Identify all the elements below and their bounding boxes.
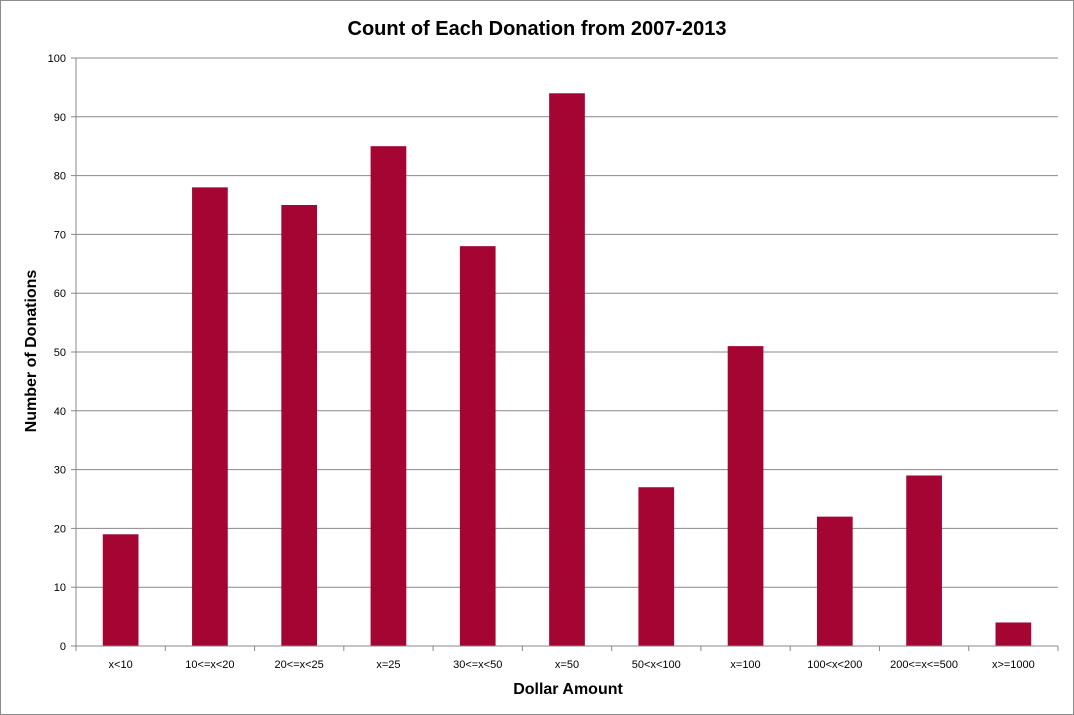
bar [459,246,496,646]
y-tick-label: 30 [54,465,66,477]
y-tick-label: 40 [54,406,66,418]
bar [638,487,675,646]
x-tick-label: 30<=x<50 [453,659,502,671]
x-tick-label: x=25 [376,659,400,671]
bar [816,516,853,646]
chart-title: Count of Each Donation from 2007-2013 [348,18,727,40]
bars [102,93,1032,647]
x-tick-label: 20<=x<25 [275,659,324,671]
x-tick-label: 50<x<100 [632,659,681,671]
bar [995,622,1032,646]
bar [192,187,228,647]
bar [370,146,407,646]
y-tick-label: 100 [48,53,66,65]
x-tick-label: 10<=x<20 [185,659,234,671]
y-tick-label: 60 [54,288,66,300]
x-axis-ticks: x<10 10<=x<20 20<=x<25 x=25 30<=x<50 x=50 50<x… [75,646,1059,671]
bar [727,346,764,646]
x-tick-label: x>=1000 [992,659,1035,671]
bar [549,93,585,646]
x-tick-label: x=50 [555,659,579,671]
y-tick-label: 0 [60,641,66,653]
y-tick-label: 80 [54,171,66,183]
y-tick-label: 10 [54,582,66,594]
y-tick-label: 90 [54,112,66,124]
bar [102,534,139,646]
y-axis-ticks: 0 10 20 30 40 50 60 70 80 90 100 [48,53,76,653]
x-tick-label: x=100 [730,659,760,671]
x-tick-label: 200<=x<=500 [890,659,958,671]
x-tick-label: 100<x<200 [807,659,862,671]
x-tick-label: x<10 [109,659,133,671]
y-tick-label: 20 [54,523,66,535]
y-tick-label: 70 [54,229,66,241]
y-tick-label: 50 [54,347,66,359]
bar [906,475,942,646]
x-axis-title: Dollar Amount [513,681,623,698]
y-axis-title: Number of Donations [23,270,40,433]
bar [281,205,318,646]
